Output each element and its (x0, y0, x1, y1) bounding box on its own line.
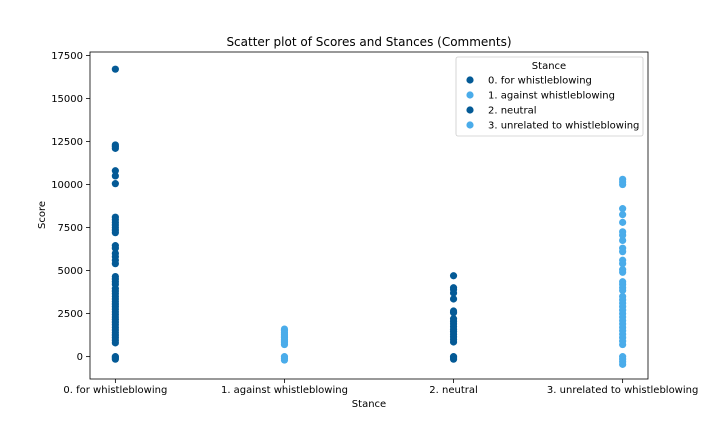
plot-frame (89, 51, 649, 380)
y-tick-label: 12500 (51, 137, 83, 148)
legend-box (455, 56, 644, 137)
legend-label: 1. against whistleblowing (488, 91, 615, 102)
data-point (619, 218, 627, 226)
data-point (619, 205, 627, 213)
legend-label: 2. neutral (488, 106, 537, 117)
data-points (111, 65, 627, 368)
x-tick-label: 1. against whistleblowing (221, 385, 348, 396)
data-point (619, 231, 627, 239)
data-point (111, 244, 119, 252)
legend-title: Stance (532, 61, 566, 72)
data-point (111, 355, 119, 363)
data-point (619, 340, 627, 349)
legend-marker (466, 121, 474, 129)
data-point (111, 172, 119, 180)
data-point (619, 260, 627, 268)
data-point (449, 272, 458, 280)
x-axis-title: Stance (352, 399, 386, 410)
data-point (619, 236, 627, 245)
data-point (619, 211, 627, 219)
data-point (449, 338, 458, 346)
legend: Stance 0. for whistleblowing 1. against w… (455, 56, 644, 137)
data-point (111, 167, 119, 175)
y-tick-label: 15000 (51, 94, 83, 105)
data-point (619, 248, 627, 256)
data-point (449, 355, 458, 363)
x-axis: 0. for whistleblowing 1. against whistleb… (63, 379, 698, 396)
data-point (619, 360, 627, 368)
legend-marker (466, 106, 474, 114)
data-point (111, 339, 119, 347)
y-axis-title: Score (37, 201, 48, 229)
legend-label: 0. for whistleblowing (488, 76, 592, 87)
data-point (111, 144, 119, 152)
y-axis: 0 2500 5000 7500 10000 12500 15000 17500 (51, 51, 90, 363)
data-point (619, 286, 627, 294)
data-point (619, 180, 627, 189)
legend-marker (466, 91, 474, 99)
y-tick-label: 2500 (58, 309, 83, 320)
y-tick-label: 0 (77, 352, 83, 363)
y-tick-label: 17500 (51, 51, 83, 62)
data-point (280, 340, 289, 349)
data-point (449, 289, 458, 297)
legend-label: 3. unrelated to whistleblowing (488, 121, 639, 132)
x-tick-label: 2. neutral (429, 385, 478, 396)
data-point (111, 260, 119, 268)
x-tick-label: 3. unrelated to whistleblowing (547, 385, 698, 396)
data-point (111, 65, 119, 73)
data-point (280, 356, 289, 364)
y-tick-label: 10000 (51, 180, 83, 191)
data-point (111, 180, 119, 188)
legend-marker (466, 76, 474, 84)
data-point (111, 229, 119, 237)
y-tick-label: 5000 (58, 266, 83, 277)
x-tick-label: 0. for whistleblowing (63, 385, 167, 396)
chart-title: Scatter plot of Scores and Stances (Comm… (226, 35, 511, 49)
y-tick-label: 7500 (58, 223, 83, 234)
data-point (619, 268, 627, 276)
data-point (449, 295, 458, 303)
data-point (449, 309, 458, 317)
